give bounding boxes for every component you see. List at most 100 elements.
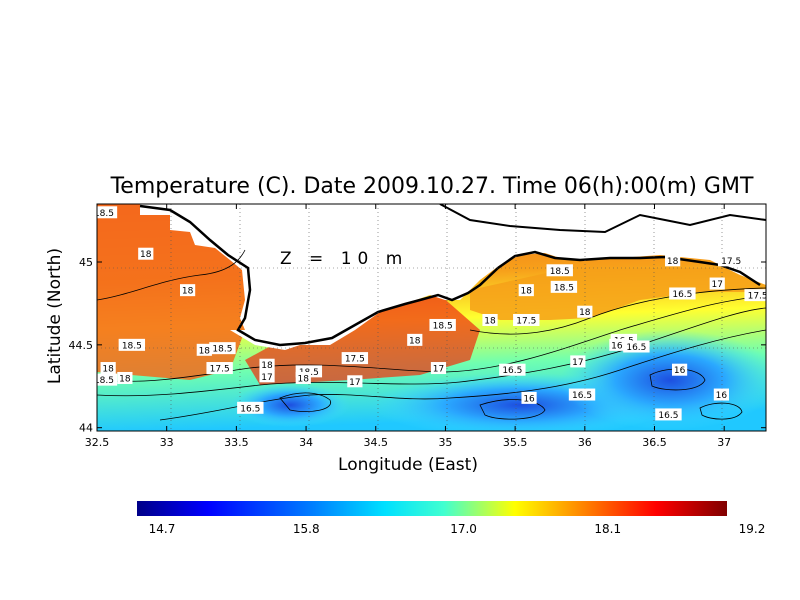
x-tick-label: 36 — [578, 436, 592, 449]
x-tick-label: 33 — [160, 436, 174, 449]
contour-label: 18 — [102, 365, 114, 375]
contour-label-box — [407, 333, 423, 346]
x-tick-label: 34.5 — [364, 436, 389, 449]
contour-label: 17.5 — [721, 257, 741, 267]
x-tick-label: 35 — [438, 436, 452, 449]
y-axis-title: Latitude (North) — [45, 248, 65, 384]
contour-label: 16 — [674, 366, 686, 376]
x-tick-label: 36.5 — [642, 436, 667, 449]
contour-label: 17.5 — [748, 292, 768, 302]
x-tick-label: 32.5 — [85, 436, 110, 449]
contour-label-box — [669, 287, 696, 300]
contour-label-box — [623, 340, 650, 353]
contour-label-box — [97, 373, 118, 386]
contour-label-box — [430, 362, 447, 375]
land-mass — [97, 204, 766, 350]
y-tick-label: 44 — [79, 422, 93, 435]
contour-label-box — [513, 313, 540, 326]
contour-label: 18 — [261, 361, 273, 371]
contour-label-box — [671, 363, 688, 376]
x-tick-label: 35.5 — [503, 436, 528, 449]
contour-label: 17 — [349, 378, 360, 388]
contour-label: 16.5 — [240, 404, 260, 414]
contour-label: 18.5 — [212, 345, 232, 355]
plot-area: 18.5181818.518.518181818.517.5181718.518… — [94, 204, 768, 431]
contour-label: 18.5 — [550, 267, 570, 277]
contour-label-box — [179, 284, 196, 297]
chart-title: Temperature (C). Date 2009.10.27. Time 0… — [110, 174, 754, 199]
contour-label: 16 — [611, 341, 623, 351]
contour-label-box — [665, 254, 681, 267]
contour-label: 18.5 — [94, 209, 114, 219]
x-tick-label: 37 — [717, 436, 731, 449]
contour-label-box — [568, 388, 596, 401]
contour-label-box — [546, 264, 573, 277]
contour-label: 17 — [433, 365, 444, 375]
contour-label: 18.5 — [94, 376, 114, 386]
cold-pool-west — [230, 383, 350, 427]
contour-label: 16.5 — [572, 391, 592, 401]
contour-label-box — [570, 355, 586, 368]
contour-label: 17.5 — [345, 355, 365, 365]
plot-frame — [96, 203, 767, 432]
contour-label-box — [609, 338, 625, 351]
contour-label-box — [347, 375, 363, 388]
contour-label-box — [709, 277, 725, 290]
contour-label-box — [206, 362, 233, 375]
contour-label-box — [717, 254, 745, 267]
y-tick-label: 44.5 — [69, 339, 94, 352]
contour-label: 18 — [484, 316, 496, 326]
coastline — [139, 204, 761, 347]
contour-label-box — [550, 280, 578, 293]
contour-label-box — [341, 352, 369, 365]
colorbar-tick-label: 18.1 — [594, 522, 621, 536]
contour-label-box — [482, 313, 498, 326]
contour-label-box — [196, 343, 212, 356]
contour-label: 18.5 — [122, 341, 142, 351]
contour-label-box — [259, 358, 275, 371]
contour-label-box — [209, 342, 236, 355]
warm-east-coast-region — [470, 268, 766, 320]
contour-label: 17 — [572, 358, 583, 368]
contour-label: 16 — [523, 394, 535, 404]
y-tick-label: 45 — [79, 256, 93, 269]
contour-label-box — [138, 247, 154, 260]
contour-label: 18 — [199, 346, 211, 356]
contour-label: 18.5 — [433, 321, 453, 331]
contour-label: 18 — [579, 308, 591, 318]
contour-label: 16.5 — [658, 411, 678, 421]
cold-pool-east — [560, 330, 766, 430]
contour-label: 18 — [140, 250, 152, 260]
contour-label: 16 — [716, 391, 728, 401]
colorbar-labels: 14.7 15.8 17.0 18.1 19.2 — [149, 522, 766, 536]
colorbar-tick-label: 17.0 — [450, 522, 477, 536]
contour-label-box — [655, 408, 682, 421]
x-axis-ticks: 32.5 33 33.5 34 34.5 35 35.5 36 36.5 37 — [85, 204, 731, 449]
warm-south-coast-region — [245, 295, 480, 385]
contour-label: 17.5 — [516, 316, 536, 326]
x-tick-label: 33.5 — [224, 436, 249, 449]
contour-label: 17 — [261, 373, 272, 383]
contour-label: 17.5 — [210, 365, 230, 375]
contour-label-box — [100, 362, 116, 375]
contour-label-box — [744, 289, 766, 302]
contour-label: 18 — [409, 336, 421, 346]
y-axis-ticks: 44 44.5 45 — [69, 256, 766, 435]
contour-label: 18 — [667, 257, 679, 267]
contour-label: 16.5 — [502, 366, 522, 376]
contour-label: 18.5 — [554, 283, 574, 293]
contour-label-box — [237, 401, 264, 414]
contour-label-box — [713, 388, 729, 401]
x-axis-title: Longitude (East) — [338, 455, 478, 475]
depth-annotation: Z = 10 m — [280, 249, 408, 269]
contour-label-box — [97, 206, 118, 219]
colorbar-tick-label: 15.8 — [293, 522, 320, 536]
contour-label-box — [259, 370, 275, 383]
contour-label-box — [499, 363, 526, 376]
contour-label: 18 — [298, 374, 310, 384]
contour-labels: 18.5181818.518.518181818.517.5181718.518… — [94, 206, 768, 421]
contour-label: 17 — [711, 280, 722, 290]
contour-label-box — [429, 318, 456, 331]
contour-label: 18 — [182, 287, 194, 297]
